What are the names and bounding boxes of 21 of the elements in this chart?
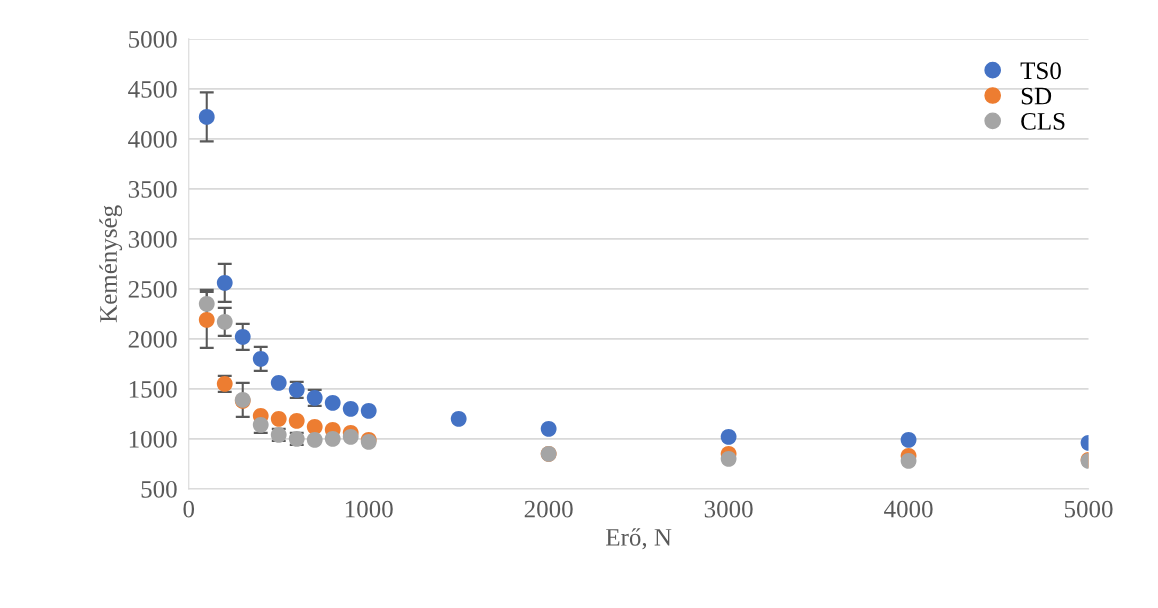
y-tick-label: 500 [141,480,177,498]
y-tick-label: 5000 [129,30,177,48]
legend-label: SD [1021,87,1052,105]
y-tick-label: 1000 [129,430,177,448]
x-axis-title: Erő, N [606,528,672,550]
y-axis-title: Keménység [99,205,123,323]
x-tick-label: 3000 [704,500,753,518]
x-tick-label: 0 [183,500,195,518]
y-tick-label: 2000 [128,330,177,348]
y-tick-label: 1500 [129,380,177,398]
legend-label: TS0 [1020,62,1061,80]
y-tick-label: 4000 [128,130,177,148]
y-tick-label: 3500 [128,180,177,198]
x-tick-label: 5000 [1064,500,1113,518]
x-tick-label: 4000 [884,500,933,518]
x-tick-label: 1000 [345,500,393,518]
x-tick-label: 2000 [524,500,573,518]
y-tick-label: 3000 [128,230,177,248]
legend-label: CLS [1021,113,1065,130]
y-tick-label: 2500 [128,280,177,298]
y-tick-label: 4500 [128,80,177,98]
